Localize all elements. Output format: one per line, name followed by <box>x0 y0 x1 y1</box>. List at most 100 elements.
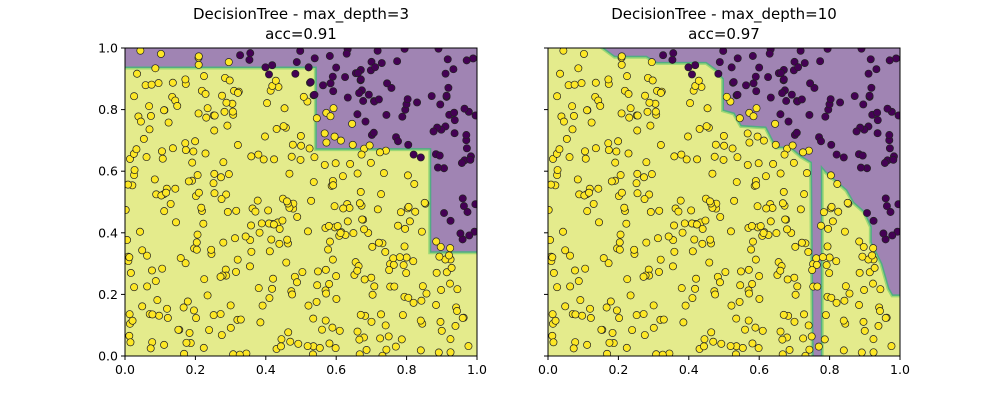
data-point-class-1 <box>797 238 806 247</box>
data-point-class-0 <box>766 93 775 102</box>
data-point-class-0 <box>727 63 736 72</box>
data-point-class-1 <box>217 331 226 339</box>
data-point-class-0 <box>800 59 809 67</box>
data-point-class-1 <box>402 269 411 277</box>
data-point-class-0 <box>353 69 362 77</box>
data-point-class-1 <box>565 153 574 162</box>
data-point-class-1 <box>283 235 292 244</box>
data-point-class-1 <box>647 58 656 67</box>
data-point-class-1 <box>166 199 175 208</box>
data-point-class-1 <box>743 129 752 138</box>
data-point-class-1 <box>556 69 565 78</box>
data-point-class-0 <box>787 90 796 99</box>
data-point-class-1 <box>869 335 878 344</box>
data-point-class-0 <box>882 202 891 211</box>
data-point-class-0 <box>457 159 466 167</box>
data-point-class-1 <box>224 170 233 179</box>
data-point-class-1 <box>160 106 168 115</box>
data-point-class-1 <box>336 136 345 145</box>
data-point-class-1 <box>233 141 242 149</box>
data-point-class-1 <box>814 342 823 351</box>
data-point-class-0 <box>291 69 300 78</box>
data-point-class-1 <box>681 301 690 310</box>
data-point-class-1 <box>324 245 333 254</box>
data-point-class-1 <box>583 340 592 349</box>
data-point-class-1 <box>648 76 657 85</box>
data-point-class-1 <box>269 274 277 283</box>
data-point-class-1 <box>155 311 164 320</box>
data-point-class-1 <box>570 80 579 89</box>
data-point-class-1 <box>818 253 827 262</box>
data-point-class-1 <box>348 140 357 149</box>
data-point-class-1 <box>615 314 624 322</box>
data-point-class-1 <box>791 242 800 251</box>
data-point-class-0 <box>450 116 459 125</box>
data-point-class-1 <box>553 283 562 292</box>
data-point-class-1 <box>194 188 203 197</box>
data-point-class-0 <box>859 100 868 109</box>
data-point-class-1 <box>446 348 455 356</box>
data-point-class-1 <box>881 313 890 322</box>
data-point-class-1 <box>559 117 568 126</box>
data-point-class-0 <box>377 59 386 67</box>
data-point-class-1 <box>434 348 443 356</box>
x-tick-label: 1.0 <box>467 362 487 377</box>
data-point-class-1 <box>200 72 208 81</box>
data-point-class-1 <box>772 229 781 238</box>
data-point-class-1 <box>573 175 582 184</box>
data-point-class-0 <box>462 144 471 153</box>
data-point-class-1 <box>643 107 652 116</box>
data-point-class-1 <box>353 327 362 336</box>
data-point-class-1 <box>287 152 296 161</box>
data-point-class-1 <box>320 129 329 138</box>
data-point-class-1 <box>695 125 704 133</box>
data-point-class-0 <box>894 111 900 120</box>
data-point-class-0 <box>463 208 472 216</box>
data-point-class-1 <box>577 79 586 88</box>
data-point-class-1 <box>571 266 579 275</box>
data-point-class-1 <box>860 286 869 294</box>
data-point-class-1 <box>599 254 608 263</box>
data-point-class-1 <box>130 166 139 174</box>
data-point-class-1 <box>721 268 730 276</box>
data-point-class-1 <box>136 48 145 55</box>
data-point-class-1 <box>411 207 420 216</box>
data-point-class-0 <box>383 79 392 88</box>
data-point-class-1 <box>649 301 658 310</box>
data-point-class-1 <box>162 188 170 197</box>
data-point-class-1 <box>733 153 742 162</box>
data-point-class-1 <box>822 261 831 270</box>
data-point-class-1 <box>282 258 291 267</box>
data-point-class-1 <box>446 279 454 288</box>
data-point-class-1 <box>136 227 144 236</box>
data-point-class-1 <box>136 117 145 126</box>
data-point-class-1 <box>355 199 364 208</box>
data-point-class-1 <box>410 180 419 188</box>
data-point-class-1 <box>210 169 219 178</box>
data-point-class-0 <box>400 48 409 53</box>
data-point-class-1 <box>403 171 412 180</box>
data-point-class-1 <box>674 207 683 216</box>
data-point-class-1 <box>607 177 616 186</box>
data-point-class-1 <box>833 180 842 188</box>
data-point-class-1 <box>551 316 560 325</box>
data-point-class-1 <box>312 297 321 306</box>
data-point-class-1 <box>817 221 825 230</box>
data-point-class-0 <box>409 150 418 159</box>
data-point-class-0 <box>873 108 882 117</box>
data-point-class-1 <box>669 262 677 271</box>
data-point-class-1 <box>269 220 278 229</box>
data-point-class-1 <box>706 235 715 244</box>
data-point-class-1 <box>233 255 242 264</box>
data-point-class-1 <box>368 242 377 251</box>
data-point-class-0 <box>869 216 878 225</box>
data-point-class-1 <box>832 298 841 307</box>
data-point-class-1 <box>841 282 850 291</box>
data-point-class-1 <box>218 91 227 100</box>
data-point-class-1 <box>594 184 603 193</box>
data-point-class-1 <box>192 245 201 254</box>
x-tick-label: 0.8 <box>397 362 417 377</box>
data-point-class-0 <box>359 97 368 105</box>
data-point-class-0 <box>872 65 881 74</box>
